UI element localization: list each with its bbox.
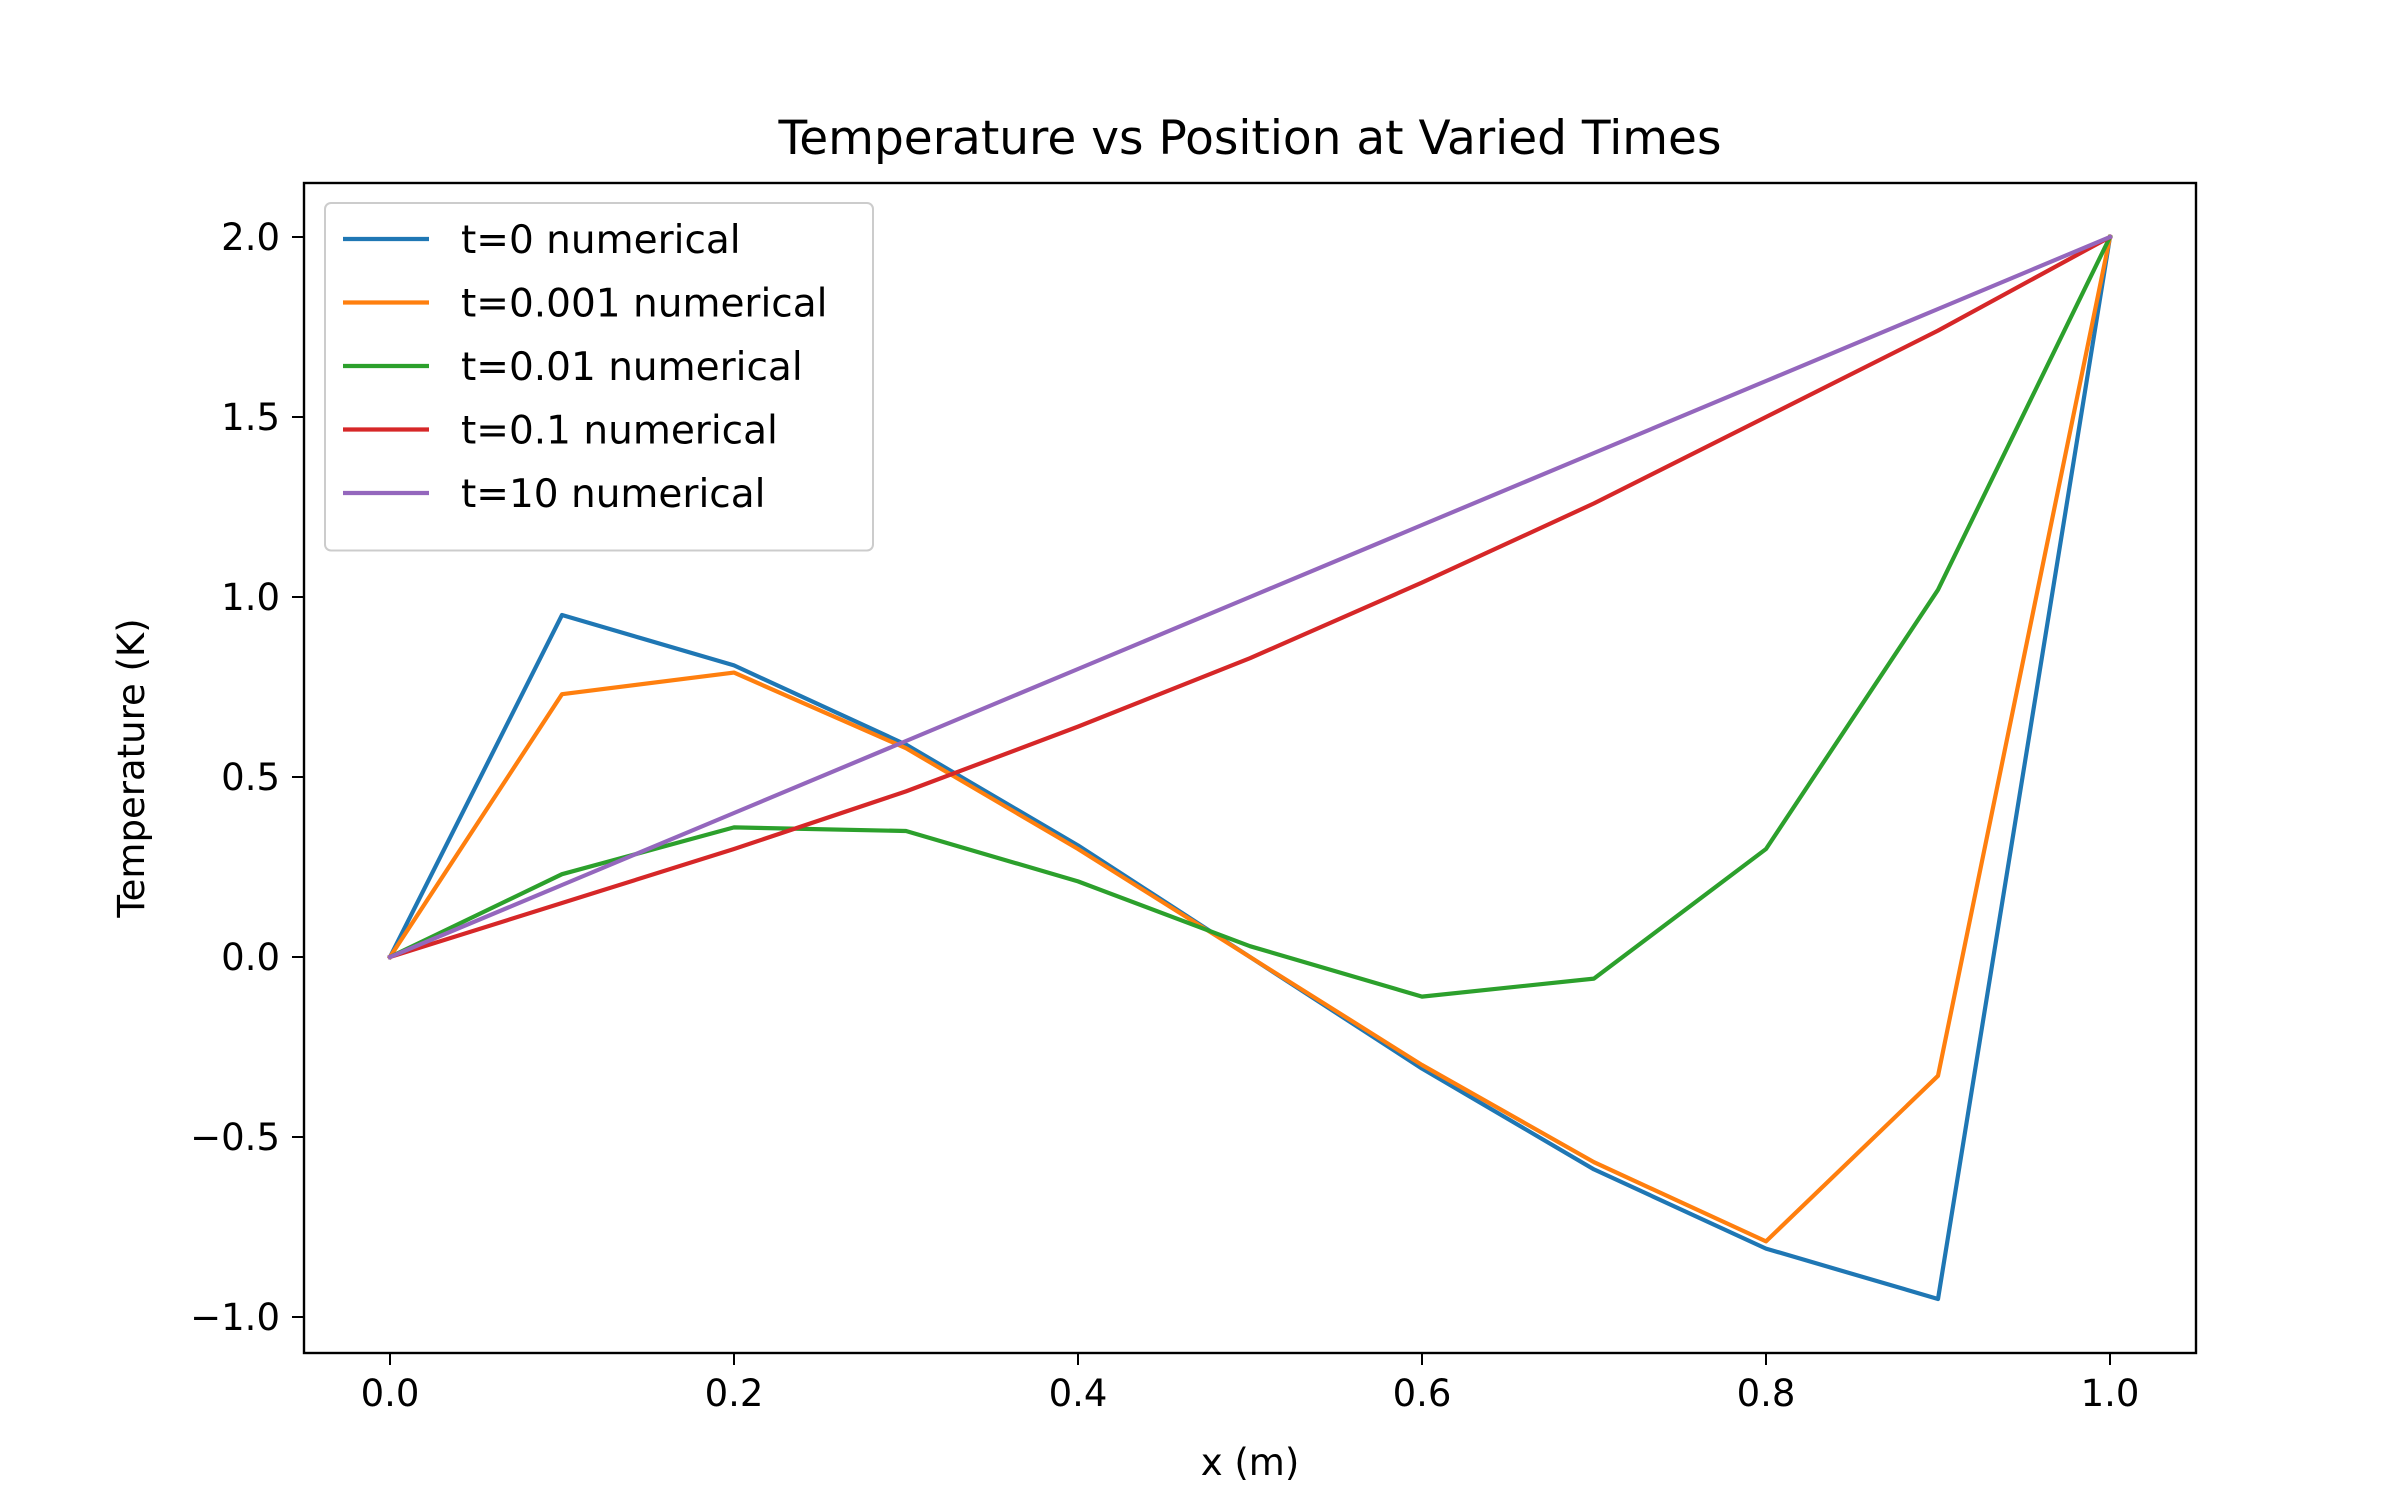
x-tick-label: 1.0 <box>2081 1372 2140 1415</box>
y-tick-label: 1.0 <box>221 576 280 619</box>
y-tick-label: −1.0 <box>190 1296 280 1339</box>
y-tick-label: −0.5 <box>190 1116 280 1159</box>
x-tick-label: 0.2 <box>705 1372 764 1415</box>
plot-area-frame <box>302 181 2198 1355</box>
series-line-2 <box>387 234 2113 999</box>
x-axis-ticks: 0.0 0.2 0.4 0.6 0.8 1.0 <box>361 1353 2140 1415</box>
x-tick-label: 0.6 <box>1393 1372 1452 1415</box>
chart-title: Temperature vs Position at Varied Times <box>778 111 1722 166</box>
legend-label-0: t=0 numerical <box>461 218 741 263</box>
y-tick-label: 2.0 <box>221 216 280 259</box>
legend: t=0 numerical t=0.001 numerical t=0.01 num… <box>324 202 874 552</box>
series-line-1 <box>387 234 2113 1244</box>
y-tick-label: 0.5 <box>221 756 280 799</box>
legend-label-4: t=10 numerical <box>461 472 765 517</box>
legend-label-2: t=0.01 numerical <box>461 345 803 390</box>
series-line-4 <box>387 234 2113 960</box>
y-axis-ticks: −1.0 −0.5 0.0 0.5 1.0 1.5 2.0 <box>190 216 304 1339</box>
y-axis-label: Temperature (K) <box>110 618 153 918</box>
y-tick-label: 1.5 <box>221 396 280 439</box>
x-tick-label: 0.8 <box>1737 1372 1796 1415</box>
x-tick-label: 0.0 <box>361 1372 420 1415</box>
legend-label-1: t=0.001 numerical <box>461 282 827 327</box>
x-tick-label: 0.4 <box>1049 1372 1108 1415</box>
x-axis-label: x (m) <box>1201 1441 1300 1484</box>
legend-box <box>324 202 874 552</box>
y-tick-label: 0.0 <box>221 936 280 979</box>
series-line-3 <box>387 234 2113 960</box>
plot-lines <box>387 234 2113 1302</box>
legend-label-3: t=0.1 numerical <box>461 409 778 454</box>
